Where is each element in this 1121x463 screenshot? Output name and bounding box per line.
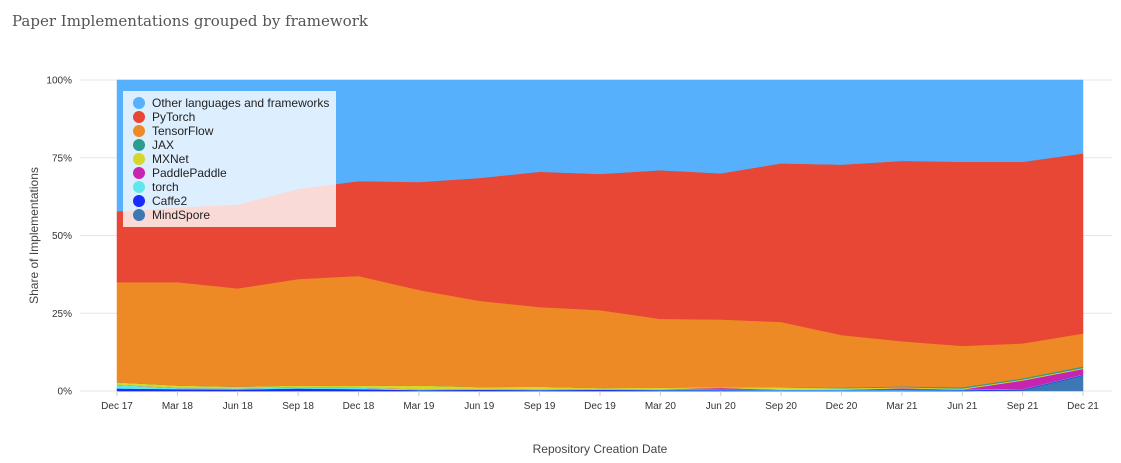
- x-tick-label: Dec 20: [826, 401, 858, 412]
- x-tick-label: Mar 20: [645, 401, 677, 412]
- legend-item-torch[interactable]: torch: [152, 180, 179, 194]
- y-axis-ticks: 0% 25% 50% 75% 100%: [46, 76, 72, 398]
- x-tick-label: Sep 20: [765, 401, 797, 412]
- legend-marker-mindspore: [133, 209, 145, 221]
- x-tick-label: Jun 19: [464, 401, 494, 412]
- x-tick-label: Dec 21: [1067, 401, 1099, 412]
- legend-item-paddlepaddle[interactable]: PaddlePaddle: [152, 166, 227, 180]
- x-tick-label: Jun 20: [706, 401, 736, 412]
- x-tick-label: Dec 17: [101, 401, 133, 412]
- x-axis-title: Repository Creation Date: [533, 442, 668, 456]
- legend: Other languages and frameworksPyTorchTen…: [123, 91, 336, 227]
- legend-box: [123, 91, 336, 227]
- x-tick-label: Mar 21: [886, 401, 918, 412]
- legend-marker-pytorch: [133, 111, 145, 123]
- legend-marker-paddlepaddle: [133, 167, 145, 179]
- y-axis-title: Share of Implementations: [27, 167, 41, 304]
- area-other-languages-and-frameworks: [116, 79, 1084, 212]
- legend-marker-other-languages-and-frameworks: [133, 97, 145, 109]
- legend-item-mindspore[interactable]: MindSpore: [152, 208, 210, 222]
- legend-marker-mxnet: [133, 153, 145, 165]
- x-axis-ticks: Dec 17 Mar 18 Jun 18 Sep 18 Dec 18 Mar 19 Jun …: [101, 391, 1099, 412]
- y-tick-label: 0%: [58, 387, 73, 398]
- legend-marker-tensorflow: [133, 125, 145, 137]
- x-tick-label: Sep 19: [524, 401, 556, 412]
- legend-marker-caffe2: [133, 195, 145, 207]
- y-tick-label: 25%: [52, 309, 72, 320]
- x-tick-label: Mar 18: [162, 401, 194, 412]
- x-tick-label: Mar 19: [403, 401, 435, 412]
- legend-item-pytorch[interactable]: PyTorch: [152, 110, 195, 124]
- x-tick-label: Sep 18: [282, 401, 314, 412]
- legend-item-mxnet[interactable]: MXNet: [152, 152, 189, 166]
- x-tick-label: Jun 18: [223, 401, 253, 412]
- legend-item-jax[interactable]: JAX: [152, 138, 174, 152]
- x-tick-label: Sep 21: [1007, 401, 1039, 412]
- legend-marker-torch: [133, 181, 145, 193]
- x-tick-label: Dec 18: [343, 401, 375, 412]
- legend-marker-jax: [133, 139, 145, 151]
- series-areas: [116, 79, 1084, 392]
- legend-item-caffe2[interactable]: Caffe2: [152, 194, 187, 208]
- chart-title: Paper Implementations grouped by framewo…: [12, 12, 368, 30]
- x-tick-label: Jun 21: [947, 401, 977, 412]
- y-tick-label: 75%: [52, 153, 72, 164]
- legend-item-other-languages-and-frameworks[interactable]: Other languages and frameworks: [152, 96, 329, 110]
- x-tick-label: Dec 19: [584, 401, 616, 412]
- y-tick-label: 50%: [52, 231, 72, 242]
- y-tick-label: 100%: [46, 76, 72, 87]
- legend-item-tensorflow[interactable]: TensorFlow: [152, 124, 214, 138]
